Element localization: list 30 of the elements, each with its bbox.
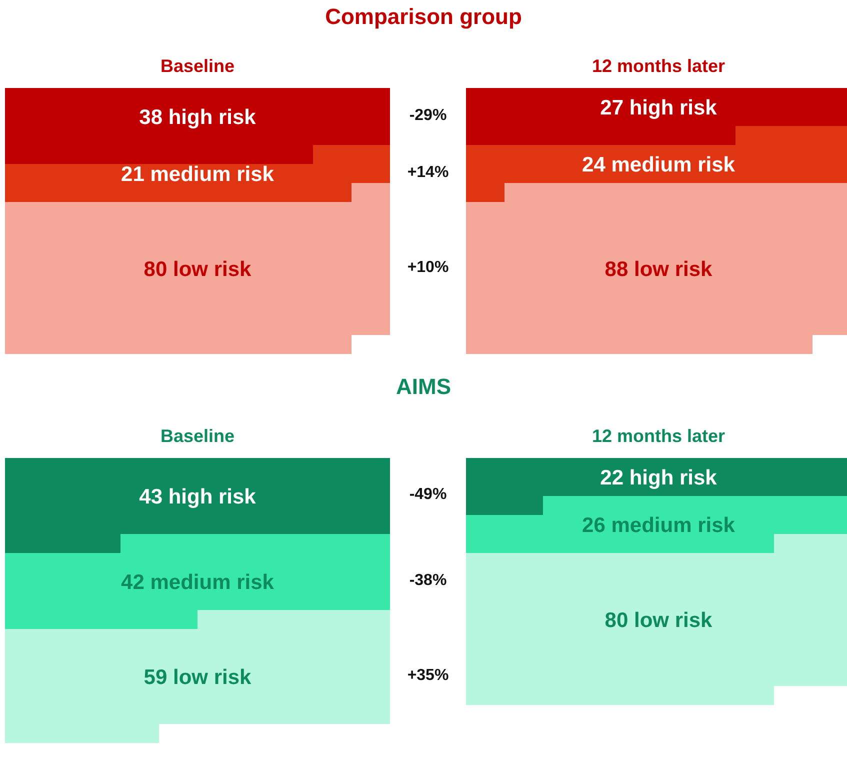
category-label: medium risk <box>605 514 736 537</box>
data-label: 24 <box>582 153 606 176</box>
data-label: 59 <box>144 666 168 689</box>
category-label: low risk <box>167 666 252 689</box>
category-label: low risk <box>628 608 713 632</box>
category-label: low risk <box>628 258 713 281</box>
text: +14% <box>406 164 450 182</box>
category-label: medium risk <box>605 153 736 176</box>
text: -29% <box>408 106 448 124</box>
category-label: medium risk <box>144 162 274 186</box>
text: +35% <box>406 666 450 684</box>
text: 12 months later <box>590 56 726 77</box>
text: Baseline <box>159 56 236 77</box>
data-label: 88 <box>604 258 628 281</box>
text: Comparison group <box>324 4 523 30</box>
text: +10% <box>406 258 450 276</box>
data-label: 22 <box>600 466 624 490</box>
data-label: 80 <box>604 608 628 632</box>
category-label: high risk <box>624 466 718 490</box>
text: -38% <box>408 572 448 590</box>
text: 12 months later <box>590 426 726 447</box>
text: Baseline <box>159 426 236 447</box>
data-label: 80 <box>144 258 168 281</box>
category-label: high risk <box>162 106 256 129</box>
data-label: 26 <box>582 514 606 537</box>
category-label: low risk <box>167 258 252 281</box>
text: AIMS <box>395 374 452 400</box>
data-label: 21 <box>121 162 145 186</box>
text: -49% <box>408 486 448 504</box>
data-label: 38 <box>139 106 163 129</box>
